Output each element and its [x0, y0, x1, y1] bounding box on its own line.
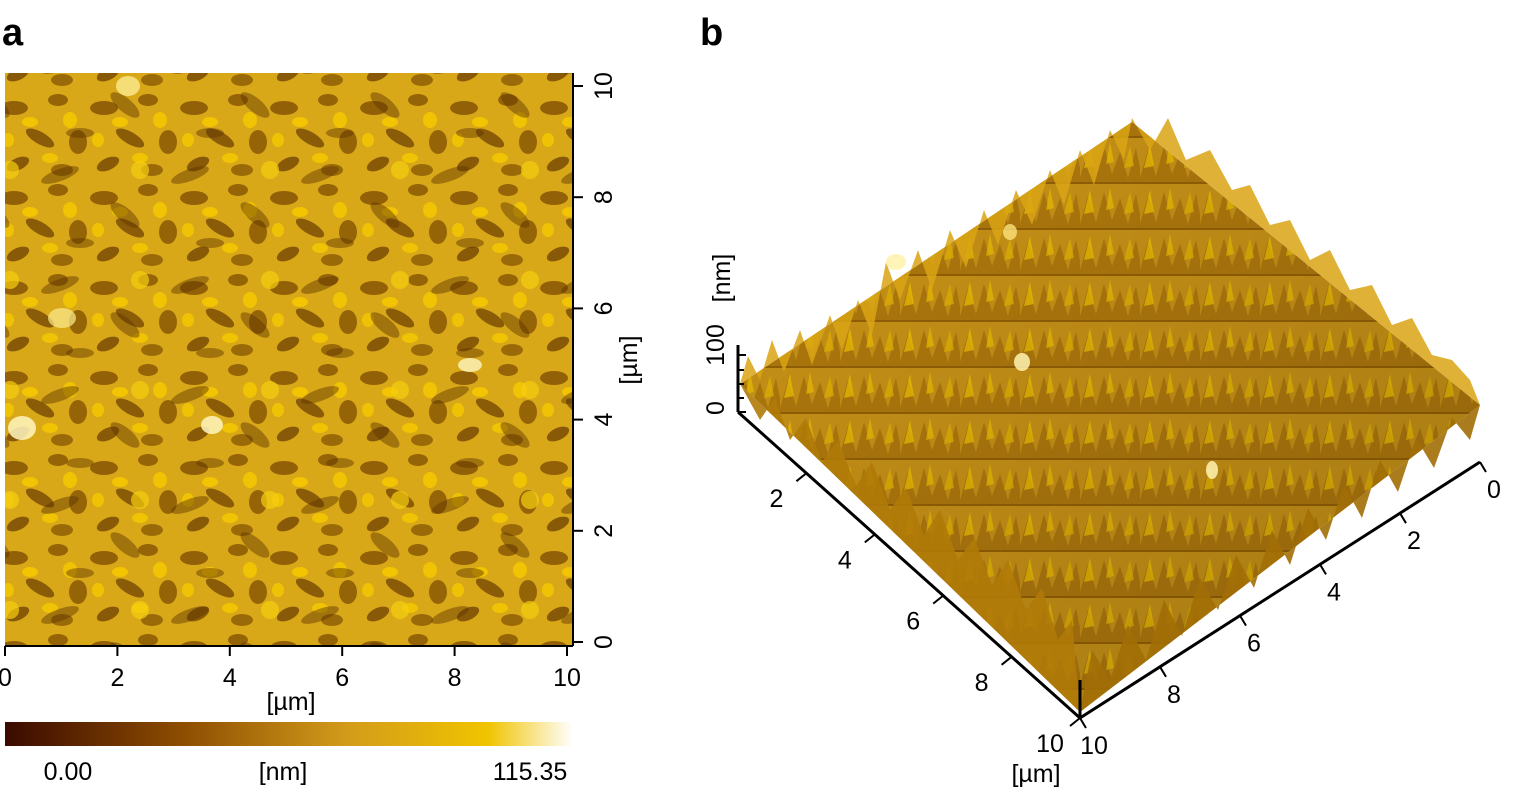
panel-b-right-tick-label: 8	[1167, 681, 1181, 709]
panel-a-x-tick-label: 2	[110, 664, 124, 692]
panel-a-y-unit: [µm]	[615, 335, 643, 384]
panel-b-right-tick-label: 4	[1327, 578, 1341, 606]
panel-a-y-tick-label: 6	[590, 301, 618, 315]
panel-b-axis-unit: [µm]	[1011, 760, 1060, 788]
panel-b-left-tick-label: 4	[838, 546, 852, 574]
panel-a-x-tick-label: 8	[448, 664, 462, 692]
panel-b-z-tick-label: 0	[702, 401, 730, 415]
panel-a-y-tick-label: 4	[590, 413, 618, 427]
panel-a-y-tick-label: 8	[590, 190, 618, 204]
panel-b-left-tick-label: 6	[906, 608, 920, 636]
panel-b-z-unit: [nm]	[708, 254, 736, 303]
panel-a-x-tick-label: 6	[335, 664, 349, 692]
panel-a-y-tick-label: 2	[590, 524, 618, 538]
panel-b-right-tick	[1239, 615, 1247, 627]
panel-b-left-tick	[1069, 717, 1081, 727]
panel-a-height-map	[5, 73, 573, 646]
panel-b-right-tick-label: 2	[1407, 527, 1421, 555]
panel-a-x-tick-label: 4	[223, 664, 237, 692]
panel-b-right-tick	[1399, 512, 1407, 524]
panel-b-left-tick	[864, 533, 876, 544]
panel-a-y-tick-label: 0	[590, 635, 618, 649]
panel-b-right-tick	[1159, 666, 1167, 678]
panel-b-left-tick-label: 10	[1036, 730, 1064, 758]
panel-b-axes: 0 100 2 4 6 8 10 0 2 4 6 8 10 [nm] [µm]	[702, 254, 1501, 788]
panel-b-left-tick	[795, 472, 808, 482]
panel-b-right-tick-label: 6	[1247, 630, 1261, 658]
panel-b-right-tick	[1319, 563, 1327, 575]
panel-b-right-tick-label: 0	[1487, 476, 1501, 504]
panel-b-left-tick-label: 8	[975, 669, 989, 697]
panel-b-label: b	[700, 12, 724, 54]
panel-a-colorbar: 0.00 [nm] 115.35	[5, 722, 573, 786]
panel-b-right-tick-label: 10	[1080, 732, 1108, 760]
panel-b-z-tick-label: 100	[702, 324, 730, 366]
colorbar-min-label: 0.00	[44, 758, 93, 786]
panel-a-x-tick-label: 10	[553, 664, 581, 692]
panel-a-axes: 0 2 4 6 8 10 0 2 4 6 8 10 [µm] [µm]	[0, 72, 643, 716]
panel-b-right-tick	[1079, 717, 1087, 729]
panel-b-surface	[740, 118, 1480, 712]
colorbar-unit-label: [nm]	[259, 758, 308, 786]
panel-a-x-unit: [µm]	[266, 688, 315, 716]
panel-a-y-tick-label: 10	[590, 72, 618, 100]
panel-a-label: a	[2, 12, 24, 54]
colorbar-max-label: 115.35	[493, 758, 568, 786]
panel-b-left-tick	[932, 594, 944, 605]
panel-b-left-tick-label: 2	[769, 485, 783, 513]
panel-a-x-tick-label: 0	[0, 664, 12, 692]
panel-b-right-tick	[1479, 461, 1487, 473]
panel-b-left-tick	[1000, 656, 1013, 666]
